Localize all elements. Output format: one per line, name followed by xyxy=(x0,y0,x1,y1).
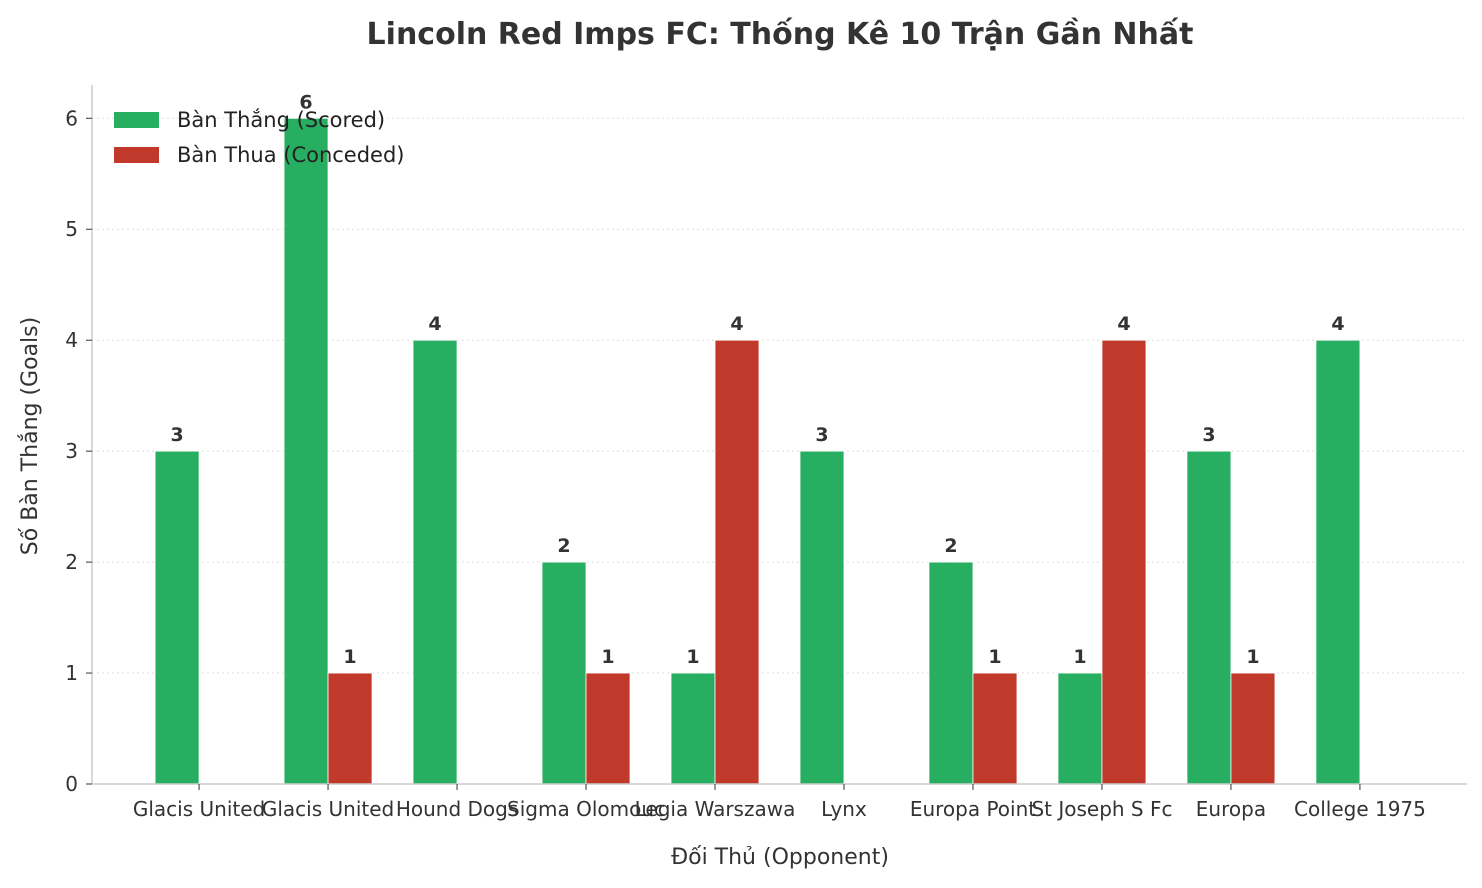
data-label: 2 xyxy=(944,535,957,557)
legend-label: Bàn Thua (Conceded) xyxy=(177,143,405,167)
bars xyxy=(154,117,1361,785)
y-ticks: 0 1 2 3 4 5 6 xyxy=(65,106,92,796)
data-label: 1 xyxy=(1246,646,1259,668)
bar-scored xyxy=(283,117,329,785)
x-tick-label: Glacis United xyxy=(133,797,265,821)
data-label: 4 xyxy=(1331,313,1344,335)
data-label: 1 xyxy=(601,646,614,668)
legend-label: Bàn Thắng (Scored) xyxy=(177,108,385,132)
bar-scored xyxy=(799,450,845,785)
bar-scored xyxy=(1057,672,1103,785)
x-tick-label: Europa xyxy=(1196,797,1266,821)
y-tick-label: 1 xyxy=(65,661,78,685)
data-label: 1 xyxy=(988,646,1001,668)
data-label: 1 xyxy=(343,646,356,668)
bar-conceded xyxy=(714,339,760,785)
data-label: 1 xyxy=(686,646,699,668)
y-tick-label: 6 xyxy=(65,106,78,130)
x-tick-label: Lynx xyxy=(821,797,867,821)
y-tick-label: 2 xyxy=(65,550,78,574)
x-tick-label: Glacis United xyxy=(262,797,394,821)
y-tick-label: 3 xyxy=(65,439,78,463)
bar-conceded xyxy=(1230,672,1276,785)
y-tick-label: 0 xyxy=(65,772,78,796)
chart-title: Lincoln Red Imps FC: Thống Kê 10 Trận Gầ… xyxy=(367,17,1194,52)
bar-scored xyxy=(1186,450,1232,785)
data-label: 3 xyxy=(815,424,828,446)
bar-scored xyxy=(154,450,200,785)
x-tick-label: St Joseph S Fc xyxy=(1031,797,1172,821)
data-label: 2 xyxy=(557,535,570,557)
data-label: 4 xyxy=(730,313,743,335)
bar-scored xyxy=(670,672,716,785)
bar-scored xyxy=(1315,339,1361,785)
x-tick-label: Sigma Olomouc xyxy=(507,797,665,821)
x-tick-label: Hound Dogs xyxy=(396,797,518,821)
bar-conceded xyxy=(972,672,1018,785)
legend: Bàn Thắng (Scored) Bàn Thua (Conceded) xyxy=(114,108,405,167)
x-tick-label: College 1975 xyxy=(1294,797,1426,821)
bar-scored xyxy=(412,339,458,785)
legend-swatch xyxy=(114,147,159,163)
bar-labels: 3 6 4 2 1 3 2 1 3 4 1 1 4 1 4 1 xyxy=(170,91,1344,668)
data-label: 4 xyxy=(428,313,441,335)
bar-scored xyxy=(928,561,974,785)
data-label: 3 xyxy=(1202,424,1215,446)
data-label: 1 xyxy=(1073,646,1086,668)
x-tick-label: Europa Point xyxy=(910,797,1036,821)
legend-swatch xyxy=(114,112,159,128)
data-label: 4 xyxy=(1117,313,1130,335)
bar-conceded xyxy=(327,672,373,785)
bar-conceded xyxy=(1101,339,1147,785)
y-axis-label: Số Bàn Thắng (Goals) xyxy=(18,317,43,555)
x-tick-label: Legia Warszawa xyxy=(635,797,796,821)
bar-scored xyxy=(541,561,587,785)
y-tick-label: 5 xyxy=(65,217,78,241)
data-label: 3 xyxy=(170,424,183,446)
data-label: 6 xyxy=(299,91,312,113)
x-axis-label: Đối Thủ (Opponent) xyxy=(671,845,889,870)
y-tick-label: 4 xyxy=(65,328,78,352)
bar-conceded xyxy=(585,672,631,785)
